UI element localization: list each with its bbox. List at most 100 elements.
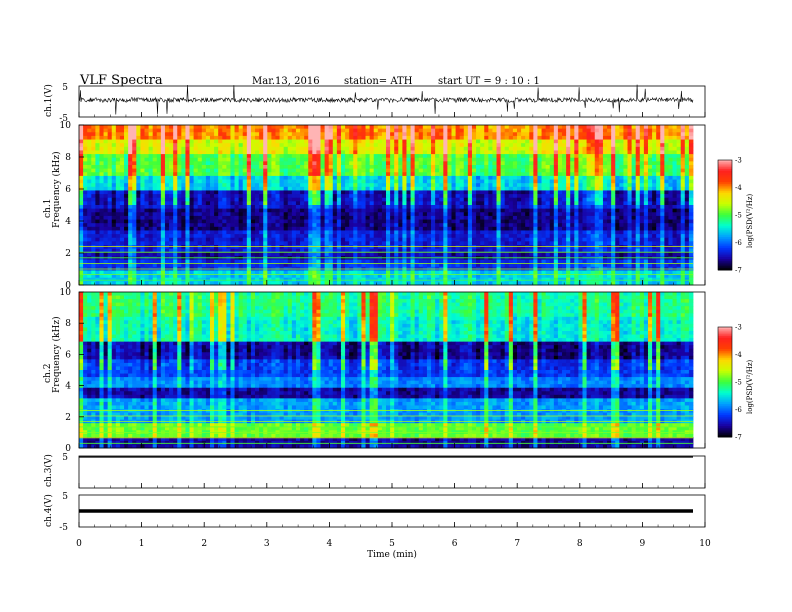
spectrogram-cell <box>578 168 583 173</box>
spectrogram-cell <box>308 146 313 151</box>
spectrogram-cell <box>664 205 669 210</box>
spectrogram-cell <box>500 230 506 235</box>
spectrogram-cell <box>79 146 84 151</box>
spectrogram-cell <box>177 212 182 217</box>
spectrogram-cell <box>365 172 371 177</box>
spectrogram-cell <box>230 226 235 231</box>
spectrogram-cell <box>209 245 215 250</box>
spectrogram-cell <box>574 168 579 173</box>
spectrogram-cell <box>119 234 125 239</box>
spectrogram-cell <box>201 132 207 137</box>
spectrogram-cell <box>119 179 125 184</box>
spectrogram-cell <box>99 146 104 151</box>
spectrogram-cell <box>164 226 170 231</box>
spectrogram-cell <box>529 154 534 159</box>
spectrogram-cell <box>549 194 555 199</box>
spectrogram-cell <box>316 168 321 173</box>
spectrogram-cell <box>676 154 682 159</box>
spectrogram-cell <box>160 179 166 184</box>
spectrogram-cell <box>189 234 195 239</box>
spectrogram-cell <box>484 230 489 235</box>
spectrogram-cell <box>521 197 526 202</box>
spectrogram-cell <box>300 139 305 144</box>
spectrogram-cell <box>263 175 268 180</box>
spectrogram-cell <box>345 135 350 140</box>
spectrogram-cell <box>87 245 92 250</box>
spectrogram-cell <box>566 237 571 242</box>
spectrogram-cell <box>504 165 510 170</box>
spectrogram-cell <box>144 190 149 195</box>
spectrogram-cell <box>246 154 252 159</box>
spectrogram-cell <box>369 237 375 242</box>
spectrogram-cell <box>680 241 686 246</box>
spectrogram-cell <box>132 168 137 173</box>
spectrogram-cell <box>230 168 235 173</box>
spectrogram-cell <box>410 157 416 162</box>
spectrogram-cell <box>103 245 109 250</box>
spectrogram-cell <box>394 230 399 235</box>
spectrogram-cell <box>320 146 325 151</box>
spectrogram-cell <box>627 139 632 144</box>
spectrogram-cell <box>615 215 620 220</box>
spectrogram-cell <box>181 157 186 162</box>
spectrogram-cell <box>443 237 448 242</box>
spectrogram-cell <box>308 183 313 188</box>
spectrogram-cell <box>259 212 264 217</box>
spectrogram-cell <box>238 223 244 228</box>
spectrogram-cell <box>160 186 166 191</box>
spectrogram-cell <box>463 201 469 206</box>
spectrogram-cell <box>570 132 575 137</box>
spectrogram-cell <box>271 241 276 246</box>
spectrogram-cell <box>439 215 444 220</box>
spectrogram-cell <box>107 241 113 246</box>
spectrogram-cell <box>525 226 530 231</box>
spectrogram-cell <box>459 183 465 188</box>
spectrogram-cell <box>111 245 117 250</box>
spectrogram-cell <box>169 212 174 217</box>
spectrogram-cell <box>222 234 227 239</box>
spectrogram-cell <box>152 157 158 162</box>
spectrogram-cell <box>242 194 248 199</box>
spectrogram-cell <box>562 219 567 224</box>
spectrogram-cell <box>570 165 575 170</box>
spectrogram-cell <box>95 190 100 195</box>
spectrogram-cell <box>418 234 424 239</box>
spectrogram-cell <box>668 234 673 239</box>
spectrogram-cell <box>185 143 190 148</box>
spectrogram-cell <box>422 143 428 148</box>
spectrogram-cell <box>103 179 109 184</box>
date-label: Mar.13, 2016 <box>252 76 320 87</box>
spectrogram-cell <box>271 205 276 210</box>
spectrogram-cell <box>566 208 571 213</box>
spectrogram-cell <box>390 190 395 195</box>
spectrogram-cell <box>287 183 293 188</box>
spectrogram-cell <box>492 215 497 220</box>
spectrogram-cell <box>512 125 518 130</box>
spectrogram-cell <box>177 219 182 224</box>
spectrogram-cell <box>119 197 125 202</box>
spectrogram-cell <box>594 194 600 199</box>
spectrogram-cell <box>447 201 452 206</box>
spectrogram-cell <box>365 234 371 239</box>
spectrogram-cell <box>504 154 510 159</box>
spectrogram-cell <box>185 175 190 180</box>
spectrogram-cell <box>504 205 510 210</box>
spectrogram-cell <box>156 219 162 224</box>
spectrogram-cell <box>467 139 473 144</box>
spectrogram-cell <box>340 161 346 166</box>
spectrogram-cell <box>291 168 297 173</box>
spectrogram-cell <box>455 135 461 140</box>
spectrogram-cell <box>688 172 694 177</box>
spectrogram-cell <box>688 212 694 217</box>
spectrogram-cell <box>87 186 92 191</box>
spectrogram-cell <box>132 197 137 202</box>
spectrogram-cell <box>447 219 452 224</box>
spectrogram-cell <box>488 194 493 199</box>
spectrogram-cell <box>267 205 272 210</box>
spectrogram-cell <box>598 165 604 170</box>
spectrogram-cell <box>381 175 387 180</box>
spectrogram-cell <box>578 165 583 170</box>
spectrogram-cell <box>128 215 133 220</box>
spectrogram-cell <box>324 197 330 202</box>
spectrogram-cell <box>340 230 346 235</box>
